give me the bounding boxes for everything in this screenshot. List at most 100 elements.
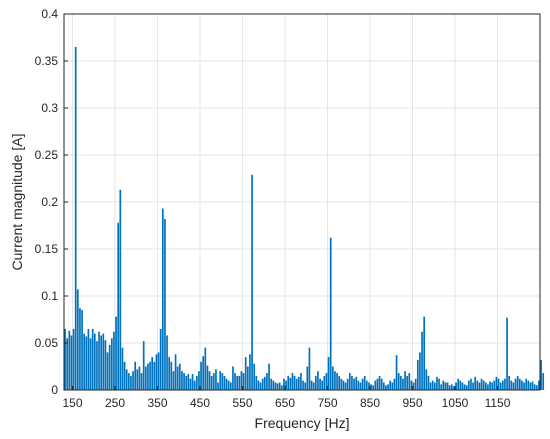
- bar: [193, 380, 196, 390]
- bar: [134, 361, 137, 390]
- bar: [527, 380, 530, 390]
- bar: [125, 369, 128, 390]
- bar: [68, 330, 71, 390]
- x-tick-label: 1150: [485, 396, 511, 410]
- bar: [397, 373, 400, 390]
- bar: [130, 375, 132, 390]
- bar: [359, 382, 362, 390]
- bar: [351, 375, 353, 390]
- bar: [340, 378, 343, 390]
- bar: [289, 377, 292, 390]
- bar: [138, 366, 141, 390]
- bar: [255, 375, 258, 390]
- bar: [491, 382, 494, 390]
- bar: [64, 328, 66, 390]
- y-tick-label: 0: [51, 383, 58, 397]
- bar: [463, 384, 466, 390]
- bar: [166, 335, 168, 390]
- bar: [455, 382, 457, 390]
- bar: [395, 355, 398, 390]
- bar: [310, 380, 313, 390]
- bar: [436, 376, 438, 390]
- bar: [174, 354, 177, 390]
- bar: [96, 341, 98, 390]
- bar: [429, 382, 432, 390]
- bar: [149, 361, 151, 390]
- bar: [81, 310, 83, 390]
- bar: [523, 382, 525, 390]
- bar: [195, 375, 198, 390]
- bar: [355, 376, 358, 390]
- bar: [142, 341, 145, 390]
- bar: [470, 378, 472, 390]
- bar: [293, 375, 296, 390]
- bar: [308, 347, 311, 390]
- bar: [98, 331, 100, 390]
- bar: [217, 382, 219, 390]
- bar: [338, 375, 341, 390]
- bar: [533, 384, 536, 390]
- bar: [155, 354, 158, 390]
- x-tick-label: 350: [147, 396, 167, 410]
- y-tick-label: 0.25: [35, 148, 59, 162]
- bar: [344, 382, 347, 390]
- bar: [391, 382, 394, 390]
- bar: [516, 375, 519, 390]
- bar: [191, 374, 194, 390]
- bar: [198, 371, 200, 390]
- bar: [538, 380, 540, 390]
- bar: [268, 363, 270, 390]
- bar: [144, 366, 147, 390]
- bar: [106, 352, 109, 390]
- bar: [172, 371, 175, 390]
- bar: [147, 363, 149, 390]
- bar: [72, 328, 75, 390]
- plot-frame: [63, 13, 541, 391]
- bar: [378, 375, 381, 390]
- bar: [399, 375, 402, 390]
- bar: [108, 344, 111, 390]
- bar: [419, 352, 421, 390]
- bar: [251, 174, 253, 390]
- bar: [189, 378, 192, 390]
- bar: [372, 385, 375, 390]
- bar: [261, 378, 264, 390]
- bar: [489, 381, 491, 390]
- bar: [100, 335, 103, 390]
- bar: [453, 386, 455, 390]
- bar: [238, 375, 241, 390]
- bar: [542, 373, 545, 390]
- bar: [113, 331, 115, 390]
- bar: [287, 375, 290, 390]
- bar: [327, 357, 330, 390]
- bar: [295, 378, 298, 390]
- bar: [472, 382, 474, 390]
- bar: [525, 378, 528, 390]
- bar: [278, 382, 281, 390]
- bar: [76, 289, 79, 390]
- bar: [87, 328, 90, 390]
- bar: [448, 385, 451, 390]
- bars: [64, 46, 545, 391]
- bar: [297, 376, 300, 390]
- bar: [266, 373, 268, 390]
- y-axis-label: Current magnitude [A]: [9, 134, 25, 271]
- bar: [234, 373, 236, 390]
- bar: [136, 369, 139, 390]
- bar: [89, 338, 92, 390]
- bar: [212, 373, 215, 390]
- bar: [236, 375, 239, 390]
- bar: [79, 308, 81, 390]
- bar: [104, 340, 107, 390]
- bar: [406, 375, 409, 390]
- bar: [204, 347, 207, 390]
- bar: [168, 357, 171, 390]
- bar: [225, 378, 228, 390]
- bar: [450, 384, 453, 390]
- bar: [317, 371, 319, 390]
- y-tick-label: 0.4: [41, 7, 58, 21]
- bar: [404, 371, 406, 390]
- bar: [334, 371, 336, 390]
- bar: [382, 382, 385, 390]
